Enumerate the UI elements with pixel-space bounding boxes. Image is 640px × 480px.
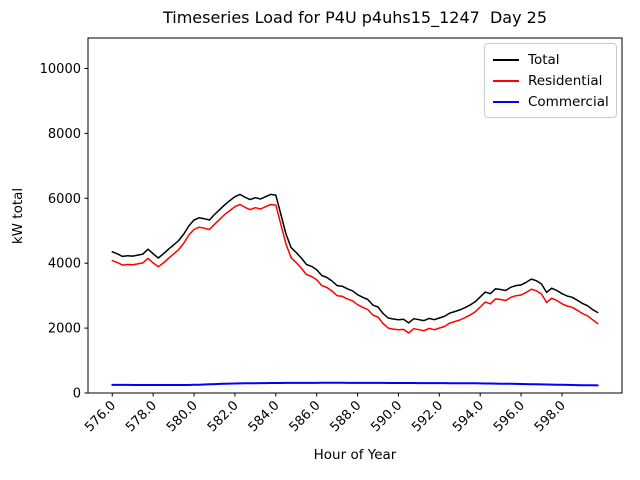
y-tick-label: 8000 [48,127,81,142]
legend-label-total: Total [528,51,560,68]
x-axis-label: Hour of Year [313,447,397,463]
x-tick-label: 590.0 [368,398,405,435]
y-tick-label: 10000 [40,62,81,77]
x-tick-label: 580.0 [164,398,201,435]
legend-item-residential: Residential [493,70,608,91]
legend-item-commercial: Commercial [493,91,609,112]
y-tick-label: 0 [73,387,81,402]
legend-item-total: Total [493,49,608,70]
y-tick-label: 4000 [48,257,81,272]
y-tick-label: 2000 [48,322,81,337]
legend-line-sample-total [493,58,519,61]
chart-title: Timeseries Load for P4U p4uhs15_1247 Day… [162,8,548,27]
x-tick-label: 586.0 [287,398,324,435]
y-axis-label: kW total [10,188,26,244]
legend-label-commercial: Commercial [528,93,609,110]
axes-frame [87,37,623,394]
legend-label-residential: Residential [528,72,603,89]
line-total [111,193,599,324]
x-tick-label: 582.0 [205,398,242,435]
legend: Total Residential Commercial [484,43,617,118]
x-tick-label: 588.0 [327,398,364,435]
x-tick-label: 578.0 [123,398,160,435]
x-tick-label: 594.0 [450,398,487,435]
x-tick-label: 584.0 [246,398,283,435]
legend-line-sample-residential [493,79,519,82]
x-tick-label: 598.0 [532,398,569,435]
x-tick-label: 592.0 [409,398,446,435]
x-tick-label: 576.0 [82,398,119,435]
x-tick-label: 596.0 [491,398,528,435]
legend-line-sample-commercial [493,100,519,103]
y-tick-label: 6000 [48,192,81,207]
line-commercial [111,381,599,387]
line-residential [111,203,599,334]
